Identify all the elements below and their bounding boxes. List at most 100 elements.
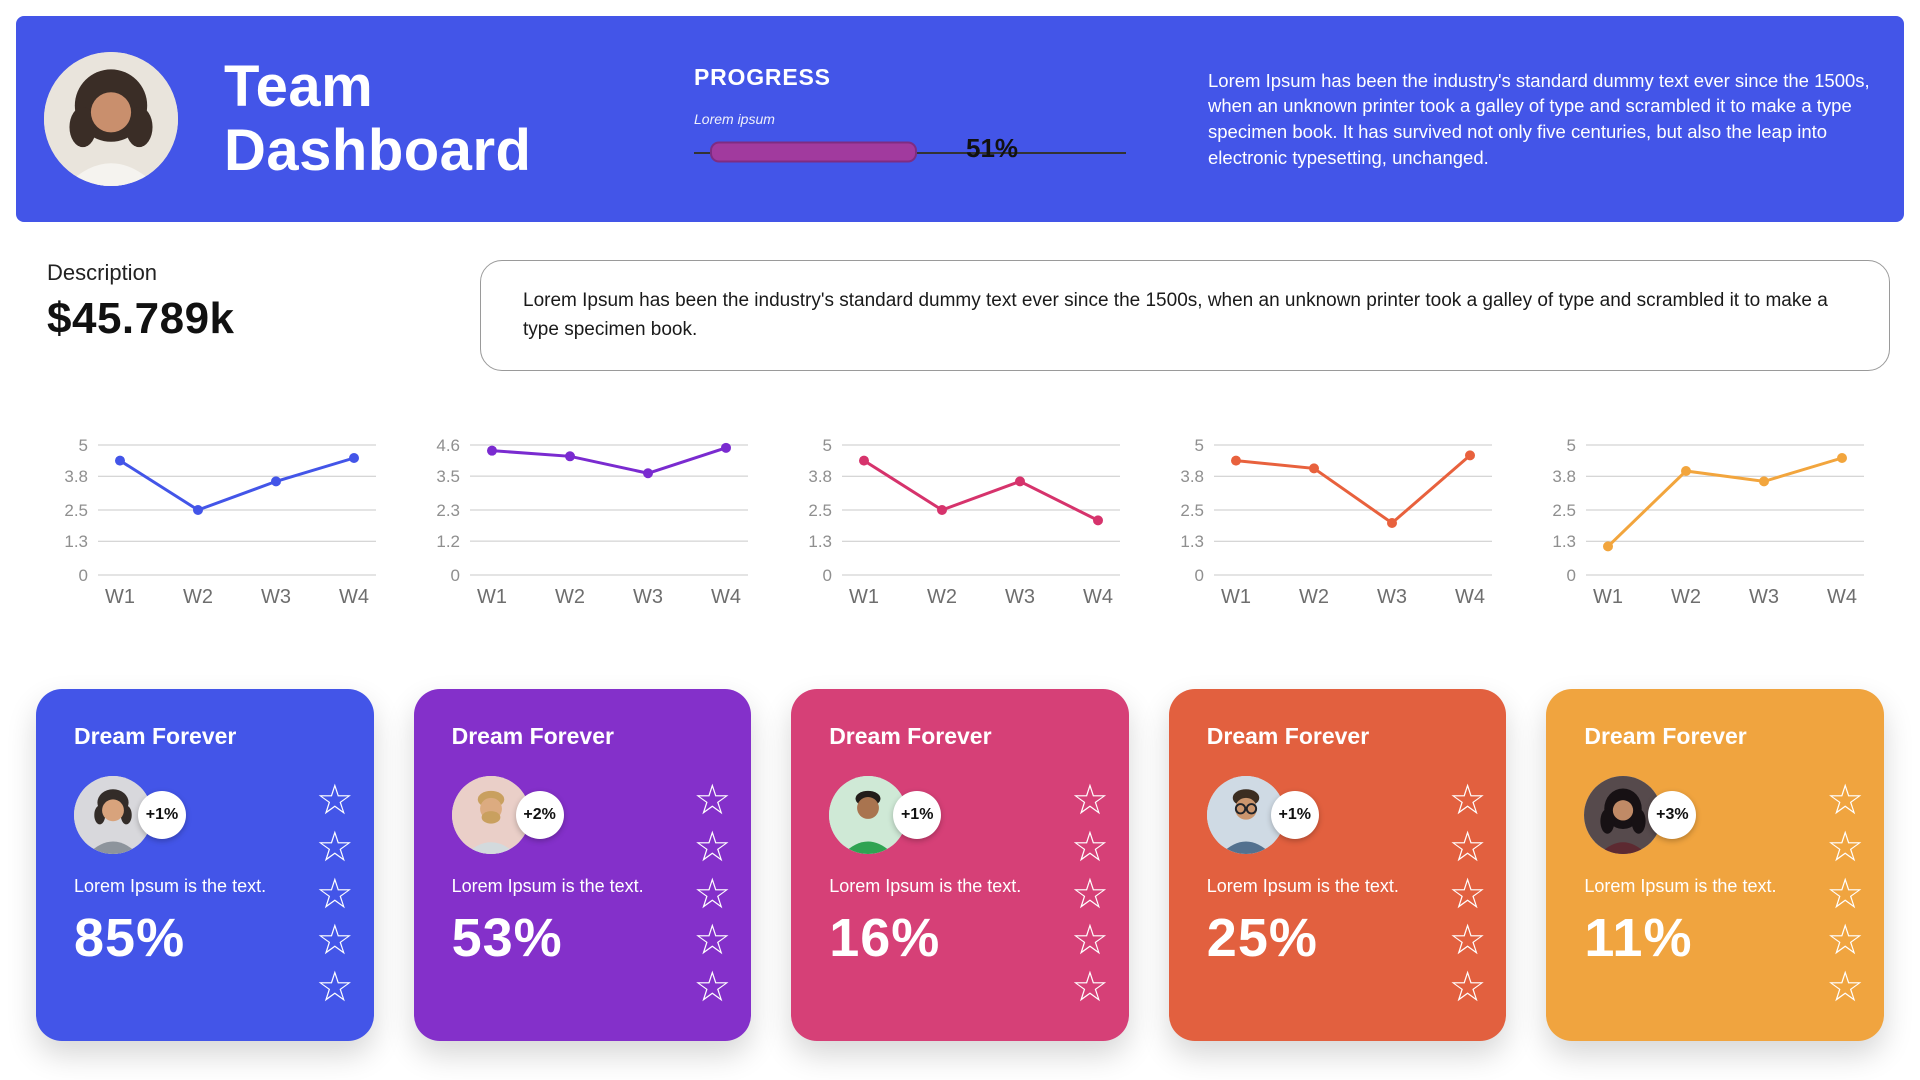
star-icon[interactable]: ☆ <box>1826 963 1864 1011</box>
delta-badge: +2% <box>515 791 564 839</box>
svg-text:5: 5 <box>823 436 832 455</box>
card-percentage: 25% <box>1206 908 1318 968</box>
card-percentage: 53% <box>451 908 563 968</box>
star-icon[interactable]: ☆ <box>1448 963 1487 1011</box>
svg-text:5: 5 <box>79 436 88 455</box>
star-icon[interactable]: ☆ <box>693 822 732 870</box>
card-avatar-row: +3% <box>1584 776 1856 854</box>
svg-text:W2: W2 <box>1671 586 1701 608</box>
star-icon[interactable]: ☆ <box>1448 869 1487 917</box>
star-icon[interactable]: ☆ <box>1071 963 1109 1011</box>
star-icon[interactable]: ☆ <box>1071 776 1109 823</box>
star-icon[interactable]: ☆ <box>1071 822 1109 870</box>
description-amount: $45.789k <box>47 294 235 343</box>
svg-text:W4: W4 <box>1827 586 1857 608</box>
delta-badge: +1% <box>138 791 186 839</box>
star-icon[interactable]: ☆ <box>1448 776 1487 823</box>
star-icon[interactable]: ☆ <box>315 822 354 870</box>
trend-chart-amber: 5 3.8 2.5 1.3 0 W1 W2 W3 W4 <box>1538 435 1870 611</box>
star-icon[interactable]: ☆ <box>1448 916 1487 964</box>
svg-text:W1: W1 <box>1593 586 1623 608</box>
card-avatar-row: +1% <box>829 776 1101 854</box>
star-icon[interactable]: ☆ <box>1826 776 1864 823</box>
card-title: Dream Forever <box>74 723 237 749</box>
star-icon[interactable]: ☆ <box>1071 869 1109 917</box>
description-section: Description $45.789k Lorem Ipsum has bee… <box>0 260 1920 371</box>
svg-text:1.3: 1.3 <box>1552 532 1576 551</box>
avatar <box>1584 776 1663 854</box>
trend-chart-blue: 5 3.8 2.5 1.3 0 W1 W2 W3 W4 <box>50 435 382 611</box>
star-icon[interactable]: ☆ <box>1826 916 1864 964</box>
star-icon[interactable]: ☆ <box>693 776 732 823</box>
svg-text:5: 5 <box>1195 436 1204 455</box>
card-avatar-row: +1% <box>1206 776 1479 854</box>
svg-text:1.2: 1.2 <box>436 532 460 551</box>
star-icon[interactable]: ☆ <box>1826 869 1864 917</box>
card-text: Lorem Ipsum is the text. <box>829 876 1022 896</box>
delta-badge-label: +2% <box>523 806 556 823</box>
star-icon[interactable]: ☆ <box>1826 822 1864 870</box>
delta-badge-label: +1% <box>900 806 934 823</box>
avatar-photo <box>451 776 530 854</box>
svg-text:5: 5 <box>1567 436 1576 455</box>
svg-text:W1: W1 <box>1221 586 1251 608</box>
star-rating: ☆ ☆ ☆ ☆ ☆ <box>1071 776 1109 1011</box>
delta-badge: +1% <box>893 791 942 839</box>
progress-fill <box>710 141 917 162</box>
star-icon[interactable]: ☆ <box>693 916 732 964</box>
progress-sublabel: Lorem ipsum <box>694 110 775 127</box>
svg-text:3.8: 3.8 <box>1180 467 1204 486</box>
star-icon[interactable]: ☆ <box>315 916 354 964</box>
svg-text:0: 0 <box>79 566 88 585</box>
svg-text:0: 0 <box>823 566 832 585</box>
sparkline-svg: 5 3.8 2.5 1.3 0 W1 W2 W3 W4 <box>1180 436 1492 608</box>
trend-chart-pink: 5 3.8 2.5 1.3 0 W1 W2 W3 W4 <box>794 435 1126 611</box>
star-icon[interactable]: ☆ <box>1071 916 1109 964</box>
progress-heading: PROGRESS <box>694 63 831 90</box>
svg-text:2.5: 2.5 <box>808 501 832 520</box>
description-note: Lorem Ipsum has been the industry's stan… <box>480 260 1890 371</box>
charts-row: 5 3.8 2.5 1.3 0 W1 W2 W3 W4 4.6 3.5 2.3 1.2 0 W1 W2 W3 W… <box>0 435 1920 611</box>
delta-badge-label: +1% <box>1278 806 1312 823</box>
star-rating: ☆ ☆ ☆ ☆ ☆ <box>693 776 732 1011</box>
avatar-photo <box>829 776 908 854</box>
svg-text:2.5: 2.5 <box>1552 501 1576 520</box>
card-percentage: 11% <box>1584 908 1693 968</box>
svg-text:0: 0 <box>1195 566 1204 585</box>
delta-badge: +3% <box>1648 791 1697 839</box>
star-icon[interactable]: ☆ <box>315 963 354 1011</box>
trend-chart-orange: 5 3.8 2.5 1.3 0 W1 W2 W3 W4 <box>1166 435 1498 611</box>
card-text: Lorem Ipsum is the text. <box>1584 876 1777 896</box>
star-icon[interactable]: ☆ <box>1448 822 1487 870</box>
svg-text:0: 0 <box>1567 566 1576 585</box>
description-label: Description <box>47 260 158 285</box>
card-title: Dream Forever <box>451 723 614 749</box>
card-title: Dream Forever <box>1584 723 1747 749</box>
header: Team Dashboard PROGRESS Lorem ipsum 51% … <box>16 16 1904 222</box>
svg-text:W1: W1 <box>849 586 879 608</box>
avatar <box>44 52 178 186</box>
star-icon[interactable]: ☆ <box>693 963 732 1011</box>
svg-text:4.6: 4.6 <box>436 436 460 455</box>
avatar <box>829 776 908 854</box>
star-icon[interactable]: ☆ <box>693 869 732 917</box>
svg-text:3.8: 3.8 <box>64 467 88 486</box>
progress-value: 51% <box>966 132 1019 163</box>
svg-text:W2: W2 <box>183 586 213 608</box>
star-icon[interactable]: ☆ <box>315 869 354 917</box>
avatar-photo <box>1584 776 1663 854</box>
trend-chart-purple: 4.6 3.5 2.3 1.2 0 W1 W2 W3 W4 <box>422 435 754 611</box>
star-icon[interactable]: ☆ <box>315 776 354 823</box>
svg-text:W1: W1 <box>477 586 507 608</box>
delta-badge-label: +3% <box>1656 806 1689 823</box>
svg-text:W2: W2 <box>1299 586 1329 608</box>
cards-row: Dream Forever +1% Lorem Ipsum is the tex… <box>0 689 1920 1041</box>
page-title: Team Dashboard <box>224 54 532 183</box>
svg-text:W3: W3 <box>1377 586 1407 608</box>
card-avatar-row: +1% <box>74 776 346 854</box>
svg-text:0: 0 <box>451 566 460 585</box>
card-title: Dream Forever <box>829 723 992 749</box>
team-card-4: Dream Forever +1% Lorem Ipsum is the tex… <box>1168 689 1507 1041</box>
progress-bar: 51% <box>694 132 1126 169</box>
